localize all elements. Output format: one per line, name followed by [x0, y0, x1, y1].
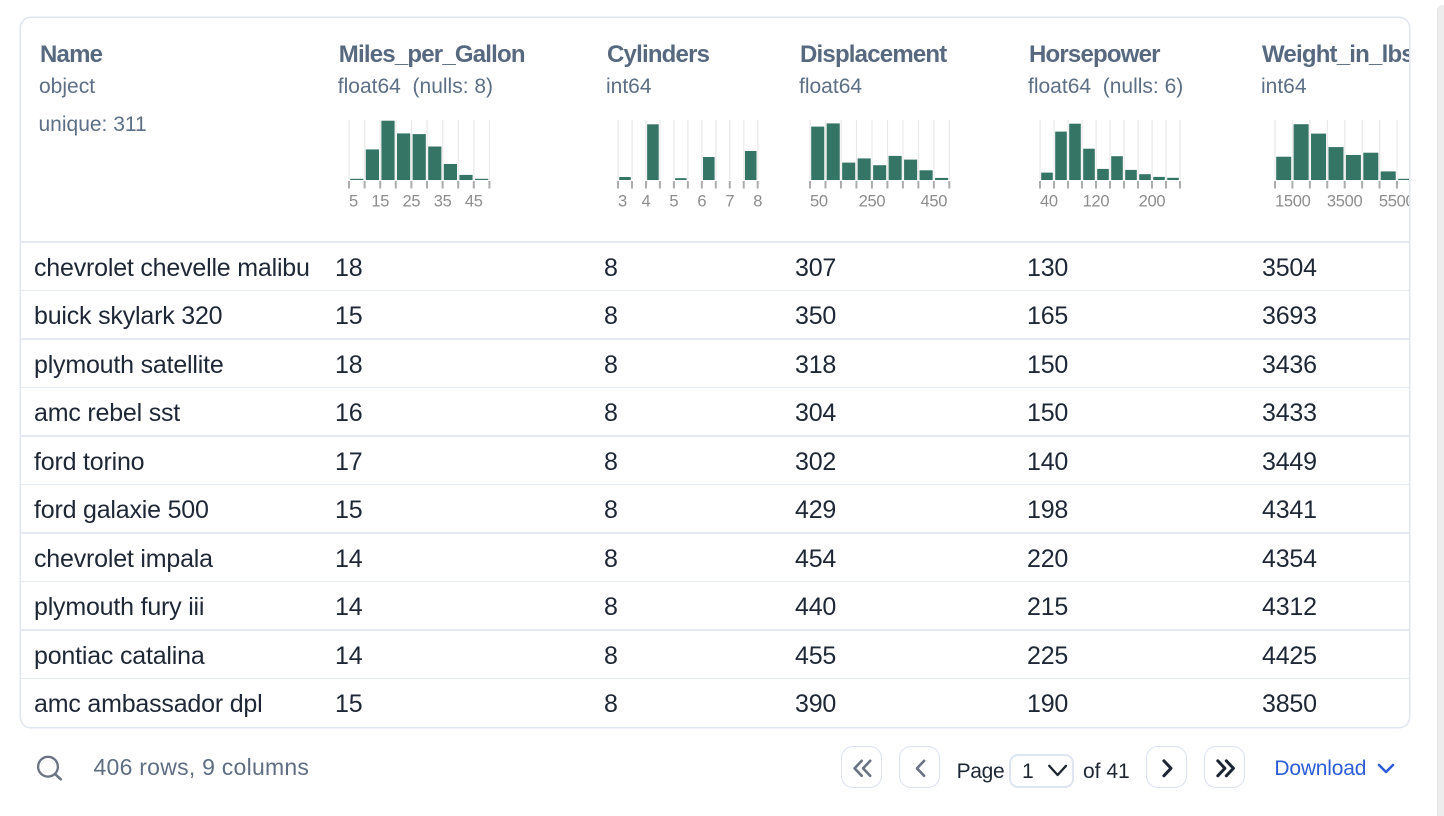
svg-text:450: 450: [921, 193, 948, 211]
svg-text:1500: 1500: [1275, 193, 1311, 211]
svg-text:45: 45: [465, 193, 483, 211]
svg-text:4: 4: [641, 193, 650, 211]
svg-text:200: 200: [1139, 193, 1166, 211]
svg-text:5: 5: [349, 193, 358, 211]
svg-text:35: 35: [434, 193, 452, 211]
svg-text:250: 250: [859, 193, 886, 211]
svg-text:15: 15: [371, 193, 389, 211]
svg-text:5500: 5500: [1379, 193, 1409, 211]
svg-text:50: 50: [810, 193, 828, 211]
svg-text:6: 6: [697, 193, 706, 211]
svg-text:40: 40: [1040, 193, 1058, 211]
svg-text:120: 120: [1083, 193, 1110, 211]
svg-text:3500: 3500: [1327, 193, 1363, 211]
svg-text:8: 8: [753, 193, 762, 211]
svg-text:3: 3: [618, 193, 627, 211]
svg-text:5: 5: [669, 193, 678, 211]
svg-text:7: 7: [725, 193, 734, 211]
svg-text:25: 25: [402, 193, 420, 211]
